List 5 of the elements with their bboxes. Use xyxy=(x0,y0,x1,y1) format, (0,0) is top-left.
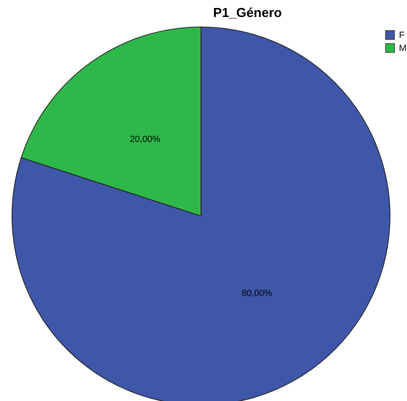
data-label: 80,00% xyxy=(242,288,272,298)
legend-label: F xyxy=(399,30,405,40)
data-label: 20,00% xyxy=(130,134,160,144)
legend-label: M xyxy=(399,43,406,53)
chart-title: P1_Género xyxy=(213,5,282,20)
